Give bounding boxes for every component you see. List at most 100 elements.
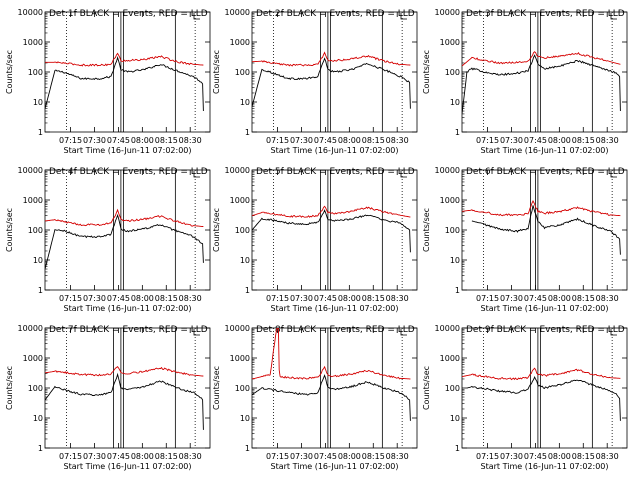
events-series-line — [45, 372, 204, 430]
x-axis-label: Start Time (16-Jun-11 07:02:00) — [481, 462, 609, 471]
x-tick-label: 07:45 — [524, 136, 547, 145]
x-tick-label: 07:15 — [476, 294, 499, 303]
panel-title: Det 9f BLACK = Events, RED = LLD — [466, 325, 625, 335]
y-tick-label: 100 — [235, 68, 250, 77]
y-axis-label: Counts/sec — [422, 366, 431, 410]
detector-panel: Det 2f BLACK = Events, RED = LLD 1 10 100 10… — [212, 8, 418, 155]
events-series-line — [45, 55, 204, 112]
x-tick-label: 08:15 — [362, 452, 385, 461]
x-tick-label: 08:15 — [155, 452, 178, 461]
plot-frame — [461, 169, 628, 291]
y-tick-label: 1000 — [230, 38, 250, 47]
x-tick-label: 07:45 — [107, 452, 130, 461]
events-series-line — [466, 375, 621, 421]
y-tick-label: 10 — [450, 414, 460, 423]
x-tick-label: 07:30 — [83, 136, 106, 145]
plot-frame — [251, 327, 418, 449]
y-tick-label: 10 — [240, 98, 250, 107]
x-tick-label: 08:30 — [179, 294, 202, 303]
x-tick-label: 07:45 — [314, 452, 337, 461]
y-axis-label: Counts/sec — [422, 208, 431, 252]
x-tick-label: 08:15 — [155, 136, 178, 145]
plot-frame — [44, 327, 211, 449]
events-series-line — [252, 374, 411, 421]
x-tick-label: 08:00 — [548, 452, 571, 461]
x-tick-label: 07:15 — [59, 294, 82, 303]
x-tick-label: 08:00 — [548, 136, 571, 145]
x-tick-label: 08:00 — [338, 452, 361, 461]
corner-marker — [610, 329, 617, 336]
y-tick-label: 10000 — [225, 8, 250, 17]
detector-panel: Det 8f BLACK = Events, RED = LLD 1 10 100 10… — [212, 324, 418, 471]
lld-series-line — [252, 51, 411, 67]
lld-series-line — [462, 367, 621, 381]
x-tick-label: 08:00 — [338, 136, 361, 145]
corner-marker — [610, 13, 617, 20]
y-tick-label: 1000 — [440, 354, 460, 363]
x-axis-label: Start Time (16-Jun-11 07:02:00) — [64, 146, 192, 155]
plot-frame — [251, 11, 418, 133]
lld-series-line — [45, 52, 204, 67]
x-tick-label: 08:30 — [386, 452, 409, 461]
x-tick-label: 07:45 — [107, 136, 130, 145]
y-tick-label: 1000 — [23, 196, 43, 205]
y-tick-label: 10 — [240, 414, 250, 423]
panel-title: Det 2f BLACK = Events, RED = LLD — [256, 9, 415, 19]
x-tick-label: 07:45 — [314, 136, 337, 145]
x-tick-label: 07:15 — [476, 136, 499, 145]
y-tick-label: 10000 — [225, 166, 250, 175]
y-axis-label: Counts/sec — [5, 50, 14, 94]
x-tick-label: 07:45 — [524, 294, 547, 303]
lld-series-line — [45, 365, 204, 377]
x-tick-label: 07:30 — [290, 294, 313, 303]
x-tick-label: 08:00 — [131, 294, 154, 303]
y-tick-label: 1 — [38, 128, 43, 137]
corner-marker — [193, 329, 200, 336]
y-tick-label: 1000 — [230, 196, 250, 205]
y-tick-label: 10000 — [435, 324, 460, 333]
y-tick-label: 10000 — [18, 8, 43, 17]
corner-marker — [400, 329, 407, 336]
x-axis-label: Start Time (16-Jun-11 07:02:00) — [271, 146, 399, 155]
panel-title: Det 8f BLACK = Events, RED = LLD — [256, 325, 415, 335]
y-tick-label: 1 — [38, 444, 43, 453]
x-tick-label: 08:15 — [155, 294, 178, 303]
events-series-line — [45, 213, 204, 270]
y-tick-label: 10 — [33, 414, 43, 423]
y-tick-label: 100 — [445, 68, 460, 77]
y-tick-label: 10000 — [225, 324, 250, 333]
y-tick-label: 10 — [450, 256, 460, 265]
detector-panel: Det 7f BLACK = Events, RED = LLD 1 10 100 10… — [5, 324, 211, 471]
y-tick-label: 1000 — [440, 196, 460, 205]
corner-marker — [400, 171, 407, 178]
lld-series-line — [462, 200, 621, 217]
panel-title: Det 1f BLACK = Events, RED = LLD — [49, 9, 208, 19]
y-tick-label: 100 — [445, 384, 460, 393]
x-tick-label: 08:15 — [572, 294, 595, 303]
x-tick-label: 07:15 — [266, 136, 289, 145]
x-tick-label: 08:30 — [596, 294, 619, 303]
y-tick-label: 1000 — [230, 354, 250, 363]
x-tick-label: 08:30 — [386, 136, 409, 145]
plot-frame — [251, 169, 418, 291]
x-axis-label: Start Time (16-Jun-11 07:02:00) — [271, 304, 399, 313]
lld-series-line — [252, 328, 411, 380]
panel-title: Det 4f BLACK = Events, RED = LLD — [49, 167, 208, 177]
x-tick-label: 07:30 — [500, 294, 523, 303]
y-tick-label: 10000 — [18, 166, 43, 175]
panel-title: Det 6f BLACK = Events, RED = LLD — [466, 167, 625, 177]
events-series-line — [252, 209, 411, 253]
y-tick-label: 10000 — [435, 8, 460, 17]
x-axis-label: Start Time (16-Jun-11 07:02:00) — [64, 462, 192, 471]
x-tick-label: 08:30 — [179, 452, 202, 461]
y-tick-label: 1 — [455, 286, 460, 295]
y-tick-label: 1000 — [23, 38, 43, 47]
y-axis-label: Counts/sec — [5, 208, 14, 252]
corner-marker — [193, 171, 200, 178]
x-axis-label: Start Time (16-Jun-11 07:02:00) — [64, 304, 192, 313]
y-axis-label: Counts/sec — [212, 366, 221, 410]
x-tick-label: 07:30 — [500, 136, 523, 145]
x-tick-label: 07:30 — [500, 452, 523, 461]
x-axis-label: Start Time (16-Jun-11 07:02:00) — [481, 146, 609, 155]
detector-panel: Det 3f BLACK = Events, RED = LLD 1 10 100 10… — [422, 8, 628, 155]
